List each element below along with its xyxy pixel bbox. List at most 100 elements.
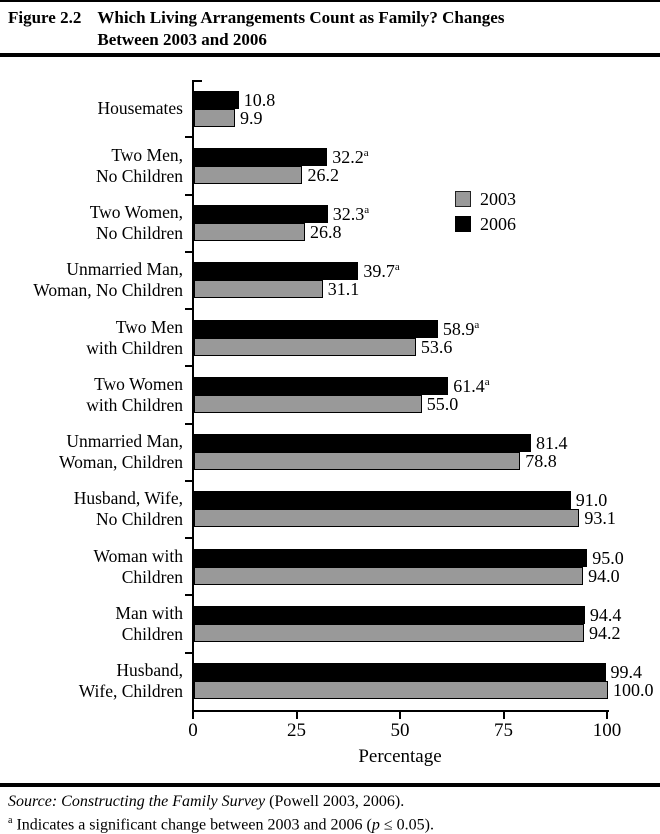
bar-2003 [194,452,521,471]
x-tick-mark [295,712,298,719]
bar-2003 [194,566,584,585]
chart-row: Man with Children 94.4 94.2 [0,594,660,653]
bar-value-label: 31.1 [327,279,360,300]
bar-value-label: 99.4 [610,662,643,683]
chart-row: Husband, Wife, Children 99.4 100.0 [0,651,660,710]
category-label: Two Men with Children [86,316,183,358]
figure-number: Figure 2.2 [8,8,82,27]
x-axis-title: Percentage [358,746,442,767]
bar-value-label: 53.6 [420,336,453,357]
legend-label: 2006 [480,214,516,234]
bar-line: 81.4 [194,433,568,454]
bar-line: 58.9a [194,318,480,338]
bar-2003 [194,509,580,528]
category-bars: 99.4 100.0 [185,651,660,710]
bar-line: 26.8 [194,223,341,242]
x-tick-mark [502,712,505,719]
figure-footer: Source: Constructing the Family Survey (… [8,792,654,834]
category-label: Two Women with Children [86,373,183,415]
category-bars: 81.4 78.8 [185,422,660,481]
bar-2006 [194,262,359,281]
bar-2003 [194,394,422,413]
bar-2006 [194,319,438,338]
bar-2006 [194,548,588,567]
note-text-2: ≤ 0.05). [379,816,434,834]
significance-marker: a [484,375,490,388]
bar-line: 39.7a [194,261,400,282]
category-label: Man with Children [115,603,183,645]
bar-2006 [194,606,585,625]
bar-line: 93.1 [194,508,616,529]
category-bars: 61.4a 55.0 [185,365,660,424]
bar-line: 55.0 [194,394,458,413]
bar-value-label: 91.0 [575,490,608,511]
significance-marker: a [363,146,369,159]
legend-label: 2003 [480,189,516,209]
legend-swatch-2006 [455,216,471,232]
bar-2006 [194,376,449,395]
legend-swatch-2003 [455,191,471,207]
chart-row: Woman with Children 95.0 94.0 [0,537,660,596]
top-rule [0,0,660,2]
bar-value-label: 93.1 [584,508,616,529]
category-bars: 91.0 93.1 [185,479,660,539]
significance-marker: a [364,204,370,217]
chart-row: Unmarried Man, Woman, Children 81.4 78.8 [0,422,660,481]
bar-2003 [194,108,235,127]
bar-line: 10.8 [194,90,275,109]
bar-value-label: 39.7a [363,261,400,282]
figure-title-block: Figure 2.2 Which Living Arrangements Cou… [8,7,652,51]
bar-value-label: 26.2 [307,164,339,185]
title-divider-rule [0,53,660,57]
category-label: Unmarried Man, Woman, No Children [33,259,183,301]
source-citation: (Powell 2003, 2006). [265,793,405,810]
bar-line: 78.8 [194,451,557,472]
bar-value-label: 95.0 [592,547,624,568]
bar-line: 32.3a [194,204,370,224]
figure-title-line2: Between 2003 and 2006 [97,30,267,49]
bar-line: 99.4 [194,662,643,683]
category-label: Husband, Wife, Children [78,660,183,702]
bar-line: 26.2 [194,164,339,185]
bar-line: 9.9 [194,108,262,127]
bar-2006 [194,90,239,109]
bar-chart: Housemates 10.8 9.9 Two Men, No Children 32.2… [0,80,660,834]
category-bars: 95.0 94.0 [185,537,660,596]
significance-marker: a [394,261,400,274]
figure-title: Which Living Arrangements Count as Famil… [97,7,504,51]
bar-2003 [194,624,584,643]
category-label: Two Women, No Children [89,202,183,244]
category-bars: 32.2a 26.2 [185,136,660,195]
chart-row: Husband, Wife, No Children 91.0 93.1 [0,479,660,539]
bar-2006 [194,663,606,682]
chart-rows: Housemates 10.8 9.9 Two Men, No Children 32.2… [0,80,660,710]
bar-line: 31.1 [194,279,360,300]
chart-legend: 2003 2006 [455,190,516,240]
figure-title-line1: Which Living Arrangements Count as Famil… [97,8,505,27]
significance-marker: a [474,318,480,331]
bar-2006 [194,147,328,166]
category-bars: 94.4 94.2 [185,594,660,653]
bar-value-label: 94.0 [588,565,620,586]
x-tick-label: 100 [592,720,622,741]
y-axis-top-tick [194,80,202,82]
bar-value-label: 81.4 [535,433,568,454]
bar-value-label: 78.8 [525,451,557,472]
bar-line: 94.0 [194,565,620,586]
chart-row: Two Men with Children 58.9a 53.6 [0,308,660,367]
category-label: Unmarried Man, Woman, Children [59,431,183,473]
bar-line: 100.0 [194,681,654,700]
x-tick-mark [192,712,194,719]
chart-row: Two Men, No Children 32.2a 26.2 [0,136,660,195]
bar-line: 95.0 [194,547,624,568]
legend-item: 2006 [455,215,516,233]
footer-divider-rule [0,783,660,787]
note-p-symbol: p [371,816,380,834]
legend-item: 2003 [455,190,516,208]
bar-2006 [194,434,531,453]
bar-value-label: 32.2a [332,146,369,167]
category-bars: 10.8 9.9 [192,80,660,138]
category-bars: 32.3a 26.8 [185,193,660,252]
bar-2003 [194,337,416,356]
x-tick-label: 0 [188,720,198,741]
